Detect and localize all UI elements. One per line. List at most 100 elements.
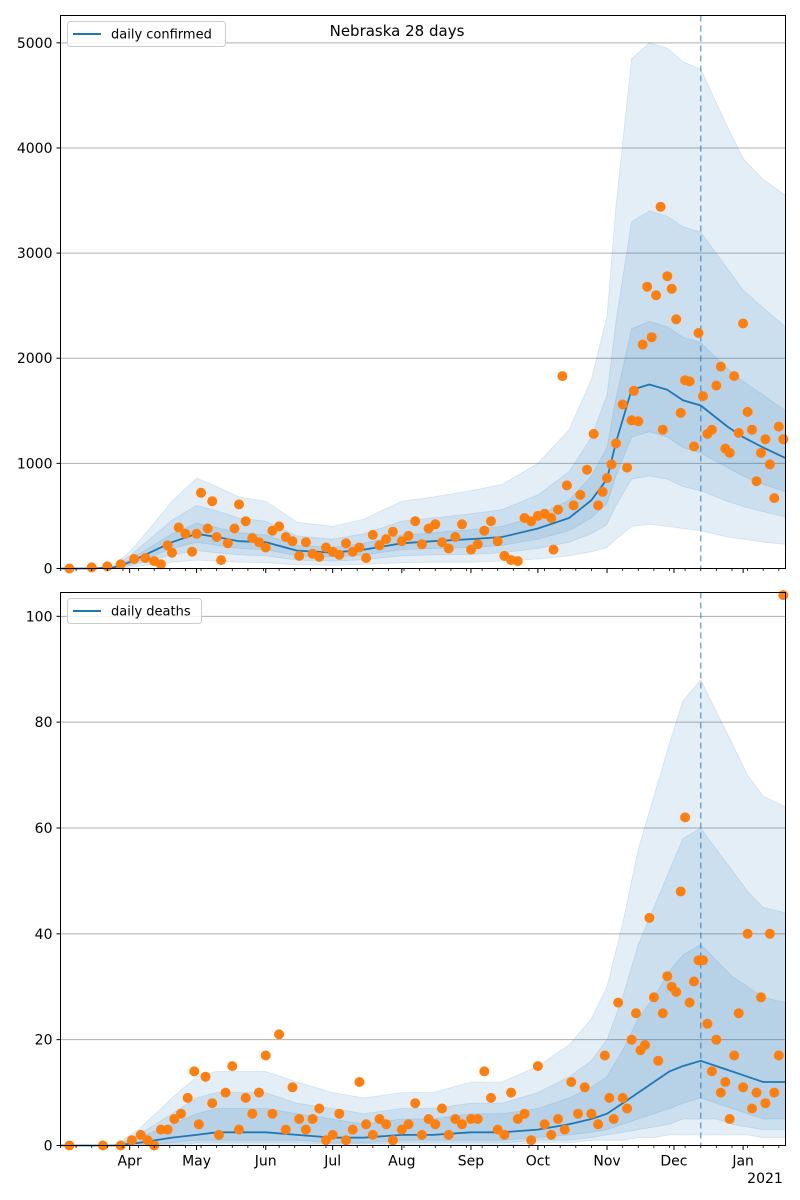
confirmed-observed-point	[361, 553, 372, 563]
deaths-observed-point	[559, 1124, 570, 1135]
confirmed-y-tick-label: 4000	[17, 141, 53, 157]
confirmed-observed-point	[294, 550, 305, 561]
confirmed-observed-point	[410, 516, 421, 527]
confirmed-observed-point	[651, 290, 662, 301]
confirmed-observed-point	[234, 499, 244, 510]
deaths-observed-point	[608, 1114, 619, 1124]
deaths-observed-point	[729, 1050, 740, 1061]
confirmed-y-tick-label: 0	[44, 562, 53, 578]
deaths-observed-point	[742, 928, 753, 939]
confirmed-observed-point	[202, 523, 213, 534]
deaths-y-tick-label: 100	[26, 609, 53, 625]
confirmed-observed-point	[597, 486, 608, 497]
confirmed-observed-point	[207, 496, 218, 507]
deaths-observed-point	[626, 1034, 637, 1045]
confirmed-observed-point	[173, 522, 184, 533]
deaths-observed-point	[287, 1082, 298, 1093]
deaths-observed-point	[294, 1114, 305, 1124]
confirmed-observed-point	[86, 562, 97, 573]
deaths-observed-point	[684, 997, 695, 1008]
deaths-observed-point	[280, 1124, 291, 1135]
deaths-observed-point	[733, 1008, 744, 1019]
confirmed-observed-point	[715, 361, 726, 372]
deaths-observed-point	[613, 997, 624, 1008]
deaths-observed-point	[751, 1087, 762, 1098]
deaths-observed-point	[617, 1092, 628, 1103]
deaths-observed-point	[189, 1066, 200, 1077]
confirmed-y-tick-label: 2000	[17, 351, 53, 367]
x-tick-label: Jun	[254, 1154, 277, 1170]
confirmed-observed-point	[222, 538, 233, 549]
deaths-y-tick-label: 40	[35, 927, 53, 943]
deaths-observed-point	[472, 1114, 483, 1124]
deaths-observed-point	[764, 928, 775, 939]
deaths-observed-point	[423, 1114, 434, 1124]
confirmed-observed-point	[300, 537, 311, 548]
deaths-observed-point	[396, 1124, 407, 1135]
deaths-observed-point	[747, 1103, 757, 1114]
confirmed-observed-point	[466, 544, 476, 555]
deaths-observed-point	[689, 976, 699, 987]
confirmed-observed-point	[196, 487, 206, 498]
confirmed-observed-point	[606, 459, 617, 470]
deaths-observed-point	[599, 1050, 610, 1061]
confirmed-observed-point	[211, 532, 222, 542]
confirmed-observed-point	[180, 528, 191, 539]
deaths-observed-point	[162, 1124, 173, 1135]
confirmed-axes-frame	[60, 15, 786, 569]
x-tick-label: Apr	[118, 1154, 142, 1170]
confirmed-observed-point	[437, 537, 447, 548]
deaths-observed-point	[706, 1066, 717, 1077]
deaths-observed-point	[492, 1124, 503, 1135]
deaths-observed-point	[321, 1135, 331, 1146]
confirmed-observed-point	[450, 532, 461, 542]
confirmed-observed-point	[706, 424, 717, 435]
confirmed-y-tick-label: 5000	[17, 36, 53, 52]
deaths-legend-label: daily deaths	[111, 605, 191, 620]
deaths-observed-point	[506, 1087, 517, 1098]
deaths-observed-point	[327, 1129, 338, 1140]
confirmed-observed-point	[675, 407, 686, 418]
deaths-observed-point	[640, 1040, 650, 1050]
confirmed-observed-point	[274, 521, 285, 532]
confirmed-observed-point	[642, 281, 653, 292]
confirmed-legend: daily confirmed	[67, 21, 226, 47]
confirmed-observed-point	[115, 559, 126, 570]
deaths-observed-point	[361, 1119, 372, 1130]
deaths-observed-point	[586, 1108, 597, 1119]
confirmed-legend-box	[67, 21, 226, 47]
deaths-observed-point	[182, 1092, 193, 1103]
confirmed-observed-point	[611, 438, 621, 449]
deaths-observed-point	[387, 1135, 398, 1146]
figure-title: Nebraska 28 days	[330, 22, 465, 40]
deaths-observed-point	[539, 1119, 550, 1130]
confirmed-observed-point	[155, 559, 166, 570]
deaths-y-tick-label: 60	[35, 821, 53, 837]
confirmed-observed-point	[191, 528, 202, 539]
confirmed-observed-point	[416, 539, 427, 550]
confirmed-observed-point	[486, 516, 496, 527]
confirmed-observed-point	[187, 546, 198, 557]
deaths-observed-point	[410, 1098, 421, 1109]
confirmed-observed-point	[602, 473, 612, 484]
deaths-axes-frame	[60, 592, 786, 1146]
deaths-observed-point	[457, 1119, 467, 1130]
confirmed-observed-point	[778, 434, 789, 445]
deaths-observed-point	[403, 1119, 414, 1130]
deaths-observed-point	[247, 1108, 258, 1119]
deaths-observed-point	[213, 1129, 224, 1140]
confirmed-observed-point	[698, 391, 708, 402]
deaths-observed-point	[200, 1071, 211, 1082]
confirmed-observed-point	[492, 536, 503, 547]
confirmed-observed-point	[628, 385, 639, 396]
confirmed-observed-point	[575, 489, 586, 500]
deaths-observed-point	[720, 1077, 731, 1087]
deaths-observed-point	[756, 992, 766, 1003]
deaths-y-tick-label: 20	[35, 1033, 53, 1049]
x-tick-label: Jul	[323, 1154, 341, 1170]
deaths-observed-point	[234, 1124, 244, 1135]
deaths-observed-point	[254, 1087, 264, 1098]
deaths-observed-point	[631, 1008, 641, 1019]
deaths-observed-point	[176, 1108, 186, 1119]
